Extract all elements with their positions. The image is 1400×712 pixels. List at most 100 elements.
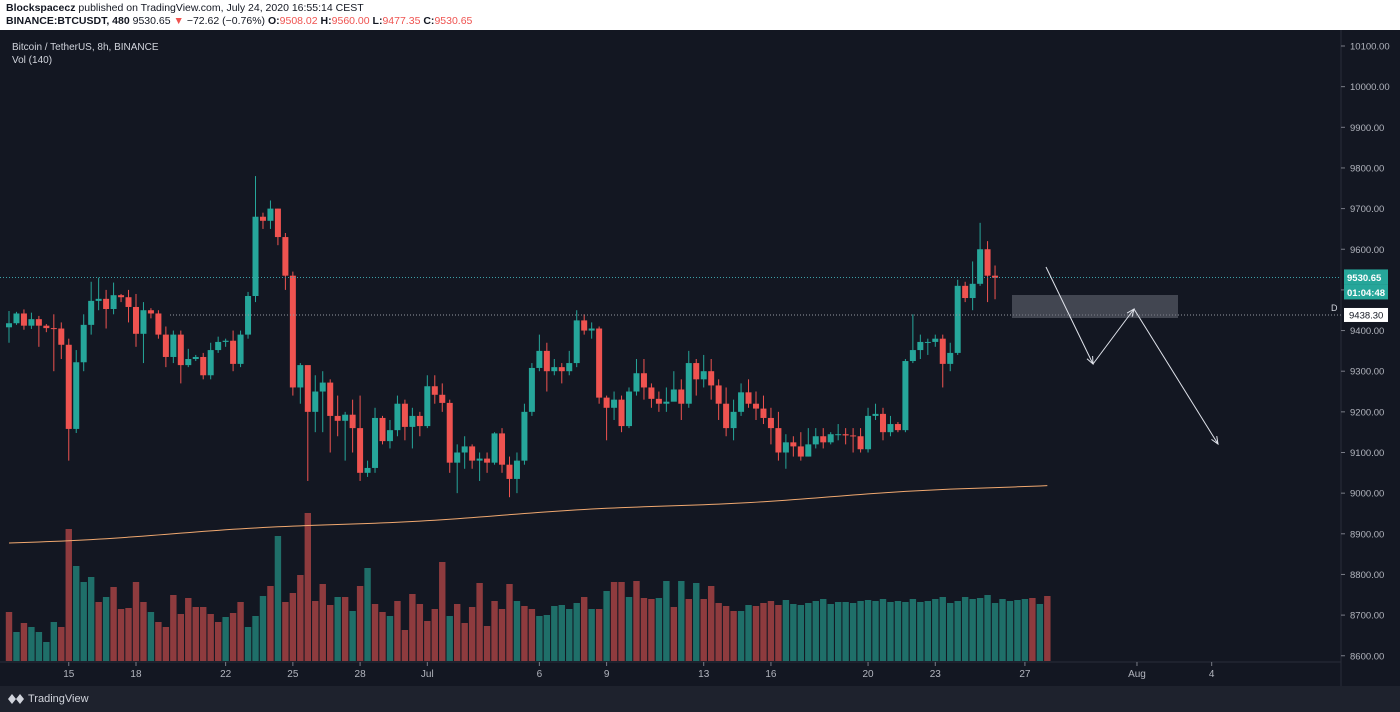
candle-body bbox=[894, 424, 901, 431]
published-text: published on TradingView.com, July 24, 2… bbox=[78, 2, 364, 14]
volume-bar bbox=[685, 599, 692, 661]
volume-bar bbox=[984, 595, 991, 661]
volume-bar bbox=[521, 606, 528, 661]
countdown-tag bbox=[1344, 284, 1388, 300]
candle-body bbox=[865, 415, 872, 450]
x-tick-label: 18 bbox=[130, 669, 142, 680]
volume-bar bbox=[147, 612, 155, 661]
tradingview-brand[interactable]: TradingView bbox=[28, 693, 89, 705]
projection-line bbox=[1045, 266, 1094, 365]
candle-body bbox=[110, 295, 117, 310]
volume-bar bbox=[454, 604, 461, 661]
candle-body bbox=[573, 320, 580, 364]
volume-bar bbox=[932, 599, 939, 661]
candle-body bbox=[924, 341, 931, 343]
candle-body bbox=[745, 392, 752, 404]
candle-body bbox=[252, 216, 259, 296]
y-tick-label: 9600.00 bbox=[1350, 245, 1384, 256]
volume-bar bbox=[58, 627, 65, 661]
y-tick-label: 8700.00 bbox=[1350, 611, 1384, 622]
volume-bar bbox=[259, 596, 267, 661]
candle-body bbox=[95, 298, 102, 301]
candle-body bbox=[20, 313, 27, 326]
volume-bar bbox=[65, 529, 72, 661]
candle-body bbox=[222, 340, 229, 342]
candle-body bbox=[230, 340, 237, 364]
volume-bar bbox=[439, 562, 446, 661]
candle-body bbox=[790, 442, 797, 447]
candle-body bbox=[409, 415, 416, 427]
candle-body bbox=[753, 403, 759, 409]
volume-bar bbox=[274, 536, 282, 661]
author-name[interactable]: Blockspacecz bbox=[6, 2, 76, 14]
candle-body bbox=[6, 323, 12, 328]
volume-bar bbox=[50, 622, 58, 661]
candle-body bbox=[992, 275, 999, 278]
y-tick-label: 9300.00 bbox=[1350, 367, 1384, 378]
chart-area[interactable]: 10100.00 10000.00 9900.00 9800.00 9700.00 960… bbox=[0, 30, 1400, 686]
volume-bar bbox=[618, 582, 625, 661]
volume-bar bbox=[917, 602, 924, 661]
volume-bar bbox=[991, 603, 999, 661]
candle-body bbox=[162, 334, 169, 357]
candle-body bbox=[708, 371, 715, 386]
volume-bar bbox=[252, 616, 259, 661]
x-tick-label: 6 bbox=[537, 669, 543, 680]
y-tick-label: 9100.00 bbox=[1350, 448, 1384, 459]
volume-bar bbox=[543, 615, 551, 661]
volume-bar bbox=[491, 601, 498, 661]
candle-body bbox=[289, 275, 296, 388]
candle-body bbox=[678, 389, 685, 404]
volume-bar bbox=[200, 607, 207, 661]
candle-body bbox=[805, 444, 812, 457]
volume-bar bbox=[566, 609, 573, 661]
candle-body bbox=[618, 399, 625, 427]
x-tick-label: Aug bbox=[1128, 669, 1146, 680]
candle-body bbox=[65, 344, 72, 429]
volume-bar bbox=[693, 583, 700, 661]
volume-bar bbox=[483, 626, 491, 661]
projection-arrowhead-icon bbox=[1211, 436, 1219, 446]
candle-body bbox=[499, 433, 506, 465]
y-tick-label: 8900.00 bbox=[1350, 529, 1384, 540]
volume-bar bbox=[655, 598, 663, 661]
candle-body bbox=[73, 362, 80, 429]
candle-body bbox=[760, 408, 767, 418]
volume-bar bbox=[752, 606, 760, 661]
volume-bar bbox=[1036, 604, 1044, 661]
candle-body bbox=[767, 417, 774, 429]
high-value: 9560.00 bbox=[331, 15, 370, 27]
candle-body bbox=[820, 436, 827, 443]
volume-bar bbox=[356, 586, 364, 661]
volume-bar bbox=[386, 616, 394, 661]
volume-bar bbox=[715, 603, 722, 661]
volume-bar bbox=[222, 617, 229, 661]
tradingview-logo-icon[interactable] bbox=[8, 692, 24, 706]
candle-body bbox=[655, 398, 662, 404]
volume-bar bbox=[700, 599, 707, 661]
candle-body bbox=[379, 417, 386, 442]
marked-price-tag bbox=[1344, 307, 1388, 322]
candle-body bbox=[215, 341, 222, 351]
price-chart[interactable]: 10100.0010000.009900.009800.009700.00960… bbox=[0, 30, 1400, 686]
volume-bar bbox=[80, 582, 87, 661]
chart-legend: Bitcoin / TetherUS, 8h, BINANCE Vol (140… bbox=[12, 41, 159, 67]
low-value: 9477.35 bbox=[382, 15, 421, 27]
volume-bar bbox=[805, 603, 812, 661]
x-tick-label: 27 bbox=[1019, 669, 1031, 680]
volume-bar bbox=[214, 622, 222, 661]
volume-bar bbox=[999, 599, 1006, 661]
candle-body bbox=[88, 300, 95, 325]
symbol-info: BINANCE:BTCUSDT, 480 bbox=[6, 15, 130, 27]
volume-bar bbox=[730, 611, 737, 661]
candle-body bbox=[192, 356, 199, 360]
x-tick-label: 28 bbox=[355, 669, 367, 680]
volume-bar bbox=[43, 642, 50, 661]
candle-body bbox=[274, 208, 281, 238]
open-value: 9508.02 bbox=[279, 15, 318, 27]
volume-bar bbox=[536, 616, 543, 661]
candle-body bbox=[200, 356, 207, 376]
candle-body bbox=[372, 417, 379, 468]
volume-bar bbox=[155, 622, 162, 661]
volume-bar bbox=[20, 623, 28, 661]
